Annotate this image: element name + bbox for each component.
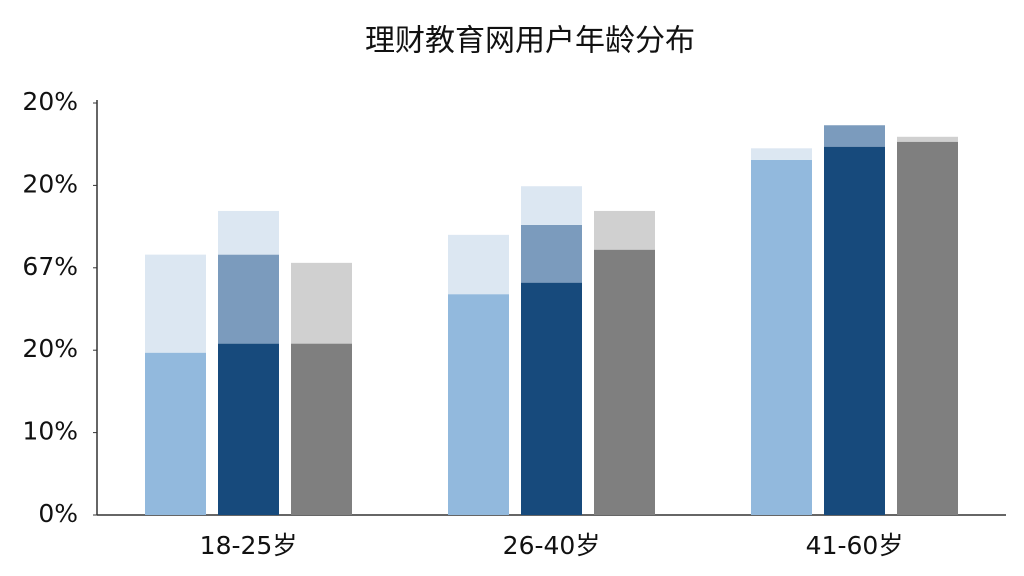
bar-segment (218, 343, 279, 515)
bar-segment (145, 254, 206, 353)
y-tick-label: 20% (22, 334, 78, 363)
bar-segment (824, 125, 885, 147)
y-tick-label: 10% (22, 417, 78, 446)
y-tick-label: 20% (22, 87, 78, 116)
bar-segment (897, 136, 958, 142)
bar-segment (521, 186, 582, 225)
y-tick-label: 20% (22, 169, 78, 198)
bar-segment (291, 343, 352, 515)
bar-segment (291, 262, 352, 344)
y-tick-label: 0% (38, 499, 78, 528)
bar-segment (594, 210, 655, 250)
bar-segment (751, 159, 812, 515)
x-tick-label: 18-25岁 (200, 531, 298, 560)
bar-segment (448, 234, 509, 295)
bar-segment (521, 282, 582, 515)
bar-segment (751, 148, 812, 160)
bar-segment (897, 141, 958, 515)
x-tick-label: 26-40岁 (503, 531, 601, 560)
chart-title: 理财教育网用户年龄分布 (365, 24, 695, 59)
bar-segment (594, 249, 655, 515)
bar-segment (145, 352, 206, 515)
bar-segment (521, 224, 582, 283)
x-tick-label: 41-60岁 (806, 531, 904, 560)
y-tick-label: 67% (22, 252, 78, 281)
bar-segment (218, 254, 279, 344)
bar-segment (218, 210, 279, 255)
bar-segment (824, 146, 885, 515)
bar-segment (448, 294, 509, 515)
